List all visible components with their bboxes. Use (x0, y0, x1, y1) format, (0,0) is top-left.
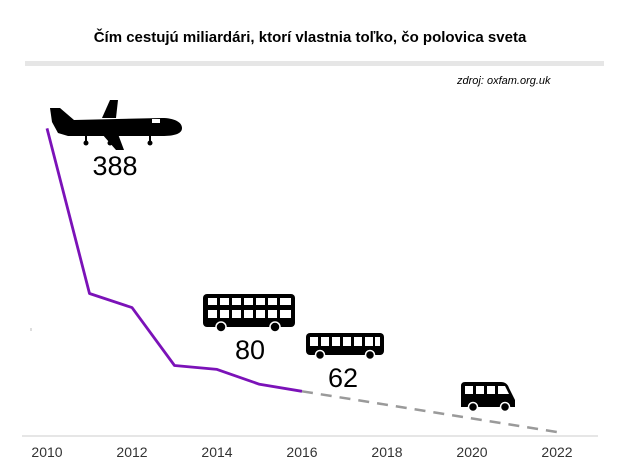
source-note: zdroj: oxfam.org.uk (457, 75, 551, 87)
x-tick-label: 2020 (456, 444, 487, 460)
minibus-icon (461, 382, 515, 413)
x-tick-label: 2010 (31, 444, 62, 460)
title-divider (25, 61, 604, 66)
bus-icon (306, 333, 384, 361)
projection-line-1 (301, 390, 558, 434)
value-labels: 388 80 62 (92, 151, 358, 393)
chart-title: Čím cestujú miliardári, ktorí vlastnia t… (93, 29, 527, 46)
x-tick-labels: 2010 2012 2014 2016 2018 2020 2022 (31, 444, 572, 460)
x-tick-label: 2022 (541, 444, 572, 460)
x-tick-label: 2016 (286, 444, 317, 460)
x-tick-label: 2018 (371, 444, 402, 460)
x-tick-label: 2014 (201, 444, 232, 460)
value-label: 388 (92, 151, 137, 181)
value-label: 80 (235, 335, 265, 365)
airplane-icon (50, 100, 182, 150)
double-decker-bus-icon (203, 294, 295, 333)
series-line-0 (45, 128, 303, 393)
x-tick-label: 2012 (116, 444, 147, 460)
value-label: 62 (328, 363, 358, 393)
series-layer (45, 128, 558, 434)
